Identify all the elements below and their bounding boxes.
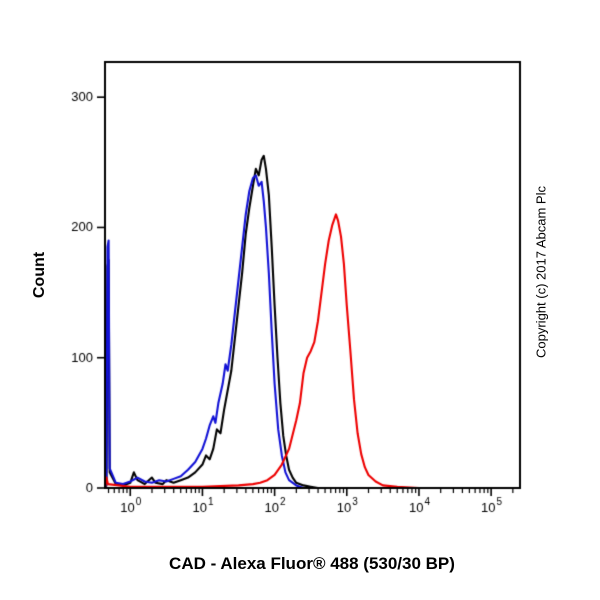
y-axis-label: Count	[31, 251, 48, 299]
x-axis-label: CAD - Alexa Fluor® 488 (530/30 BP)	[169, 554, 455, 573]
copyright-text: Copyright (c) 2017 Abcam Plc	[533, 186, 549, 358]
